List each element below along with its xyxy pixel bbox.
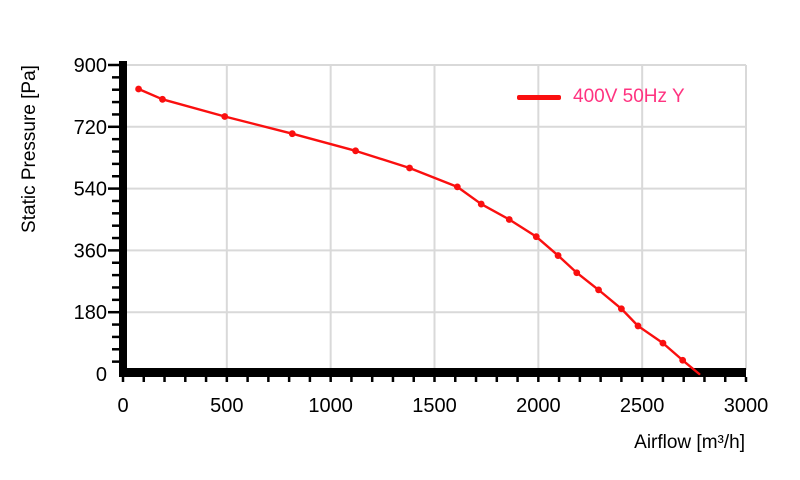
data-point-marker	[477, 200, 485, 208]
data-point-marker	[532, 233, 540, 241]
data-point-marker	[554, 252, 562, 259]
data-point-marker	[159, 95, 166, 103]
y-tick-labels: 0 180 360 540 720 900	[74, 55, 107, 386]
x-axis-title: Airflow [m³/h]	[634, 432, 745, 453]
data-point-marker	[453, 183, 461, 191]
y-tick-label: 0	[96, 364, 107, 386]
legend-series-label: 400V 50Hz Y	[573, 86, 685, 107]
y-tick-label: 540	[74, 179, 107, 201]
y-tick-label: 900	[74, 55, 107, 77]
data-point-marker	[618, 305, 625, 313]
y-axis-line	[119, 61, 127, 377]
legend-line-swatch-icon	[517, 94, 561, 100]
x-tick-label: 3000	[724, 395, 769, 417]
data-point-marker	[573, 269, 581, 277]
series-markers	[135, 85, 687, 364]
gridlines	[123, 64, 747, 370]
series-line	[137, 87, 701, 376]
x-tick-label: 1000	[308, 395, 353, 417]
y-tick-label: 720	[74, 117, 107, 139]
x-tick-marks	[121, 377, 748, 382]
data-point-marker	[679, 356, 687, 364]
x-tick-labels: 0 500 1000 1500 2000 2500 3000	[117, 395, 768, 417]
axis-lines	[119, 61, 746, 377]
data-point-marker	[221, 113, 229, 120]
x-tick-label: 0	[117, 395, 128, 417]
x-tick-label: 500	[210, 395, 243, 417]
data-point-marker	[595, 286, 602, 294]
data-point-marker	[505, 216, 513, 223]
data-point-marker	[135, 85, 142, 93]
data-point-marker	[406, 164, 413, 172]
y-axis-title: Static Pressure [Pa]	[19, 65, 40, 233]
x-tick-label: 1500	[412, 395, 457, 417]
data-point-marker	[659, 339, 667, 347]
y-tick-marks	[108, 63, 119, 363]
y-tick-label: 360	[74, 240, 107, 262]
data-point-marker	[288, 130, 296, 138]
x-axis-line	[119, 368, 746, 377]
y-tick-label: 180	[74, 302, 107, 324]
legend: 400V 50Hz Y	[517, 86, 685, 108]
x-tick-label: 2000	[516, 395, 561, 417]
data-point-marker	[634, 322, 642, 330]
data-point-marker	[352, 147, 359, 155]
x-tick-label: 2500	[620, 395, 665, 417]
